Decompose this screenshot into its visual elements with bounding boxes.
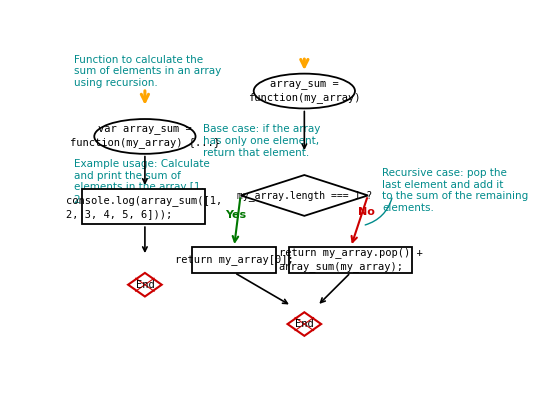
Text: Base case: if the array
has only one element,
return that element.: Base case: if the array has only one ele… <box>203 124 320 158</box>
Text: End: End <box>295 319 314 329</box>
Text: my_array.length === 1 ?: my_array.length === 1 ? <box>237 190 372 201</box>
Text: console.log(array_sum([1,
2, 3, 4, 5, 6]));: console.log(array_sum([1, 2, 3, 4, 5, 6]… <box>66 195 222 219</box>
Polygon shape <box>241 175 368 216</box>
Ellipse shape <box>254 73 355 108</box>
Text: Function to calculate the
sum of elements in an array
using recursion.: Function to calculate the sum of element… <box>74 55 221 88</box>
Text: return my_array[0];: return my_array[0]; <box>175 254 294 265</box>
Ellipse shape <box>95 119 196 154</box>
Text: array_sum =
function(my_array): array_sum = function(my_array) <box>248 79 361 103</box>
Polygon shape <box>128 273 162 296</box>
FancyBboxPatch shape <box>82 189 205 224</box>
Text: Recursive case: pop the
last element and add it
to the sum of the remaining
elem: Recursive case: pop the last element and… <box>382 168 528 213</box>
Text: var array_sum =
function(my_array) {...}: var array_sum = function(my_array) {...} <box>70 124 220 149</box>
Text: No: No <box>358 207 375 217</box>
Text: End: End <box>136 280 154 290</box>
Text: Example usage: Calculate
and print the sum of
elements in the array [1,
2, 3, 4,: Example usage: Calculate and print the s… <box>74 159 210 204</box>
FancyBboxPatch shape <box>289 247 412 273</box>
FancyBboxPatch shape <box>192 247 276 273</box>
Text: Yes: Yes <box>225 210 246 220</box>
Text: return my_array.pop() +
array_sum(my_array);: return my_array.pop() + array_sum(my_arr… <box>279 247 423 272</box>
Polygon shape <box>287 312 321 336</box>
